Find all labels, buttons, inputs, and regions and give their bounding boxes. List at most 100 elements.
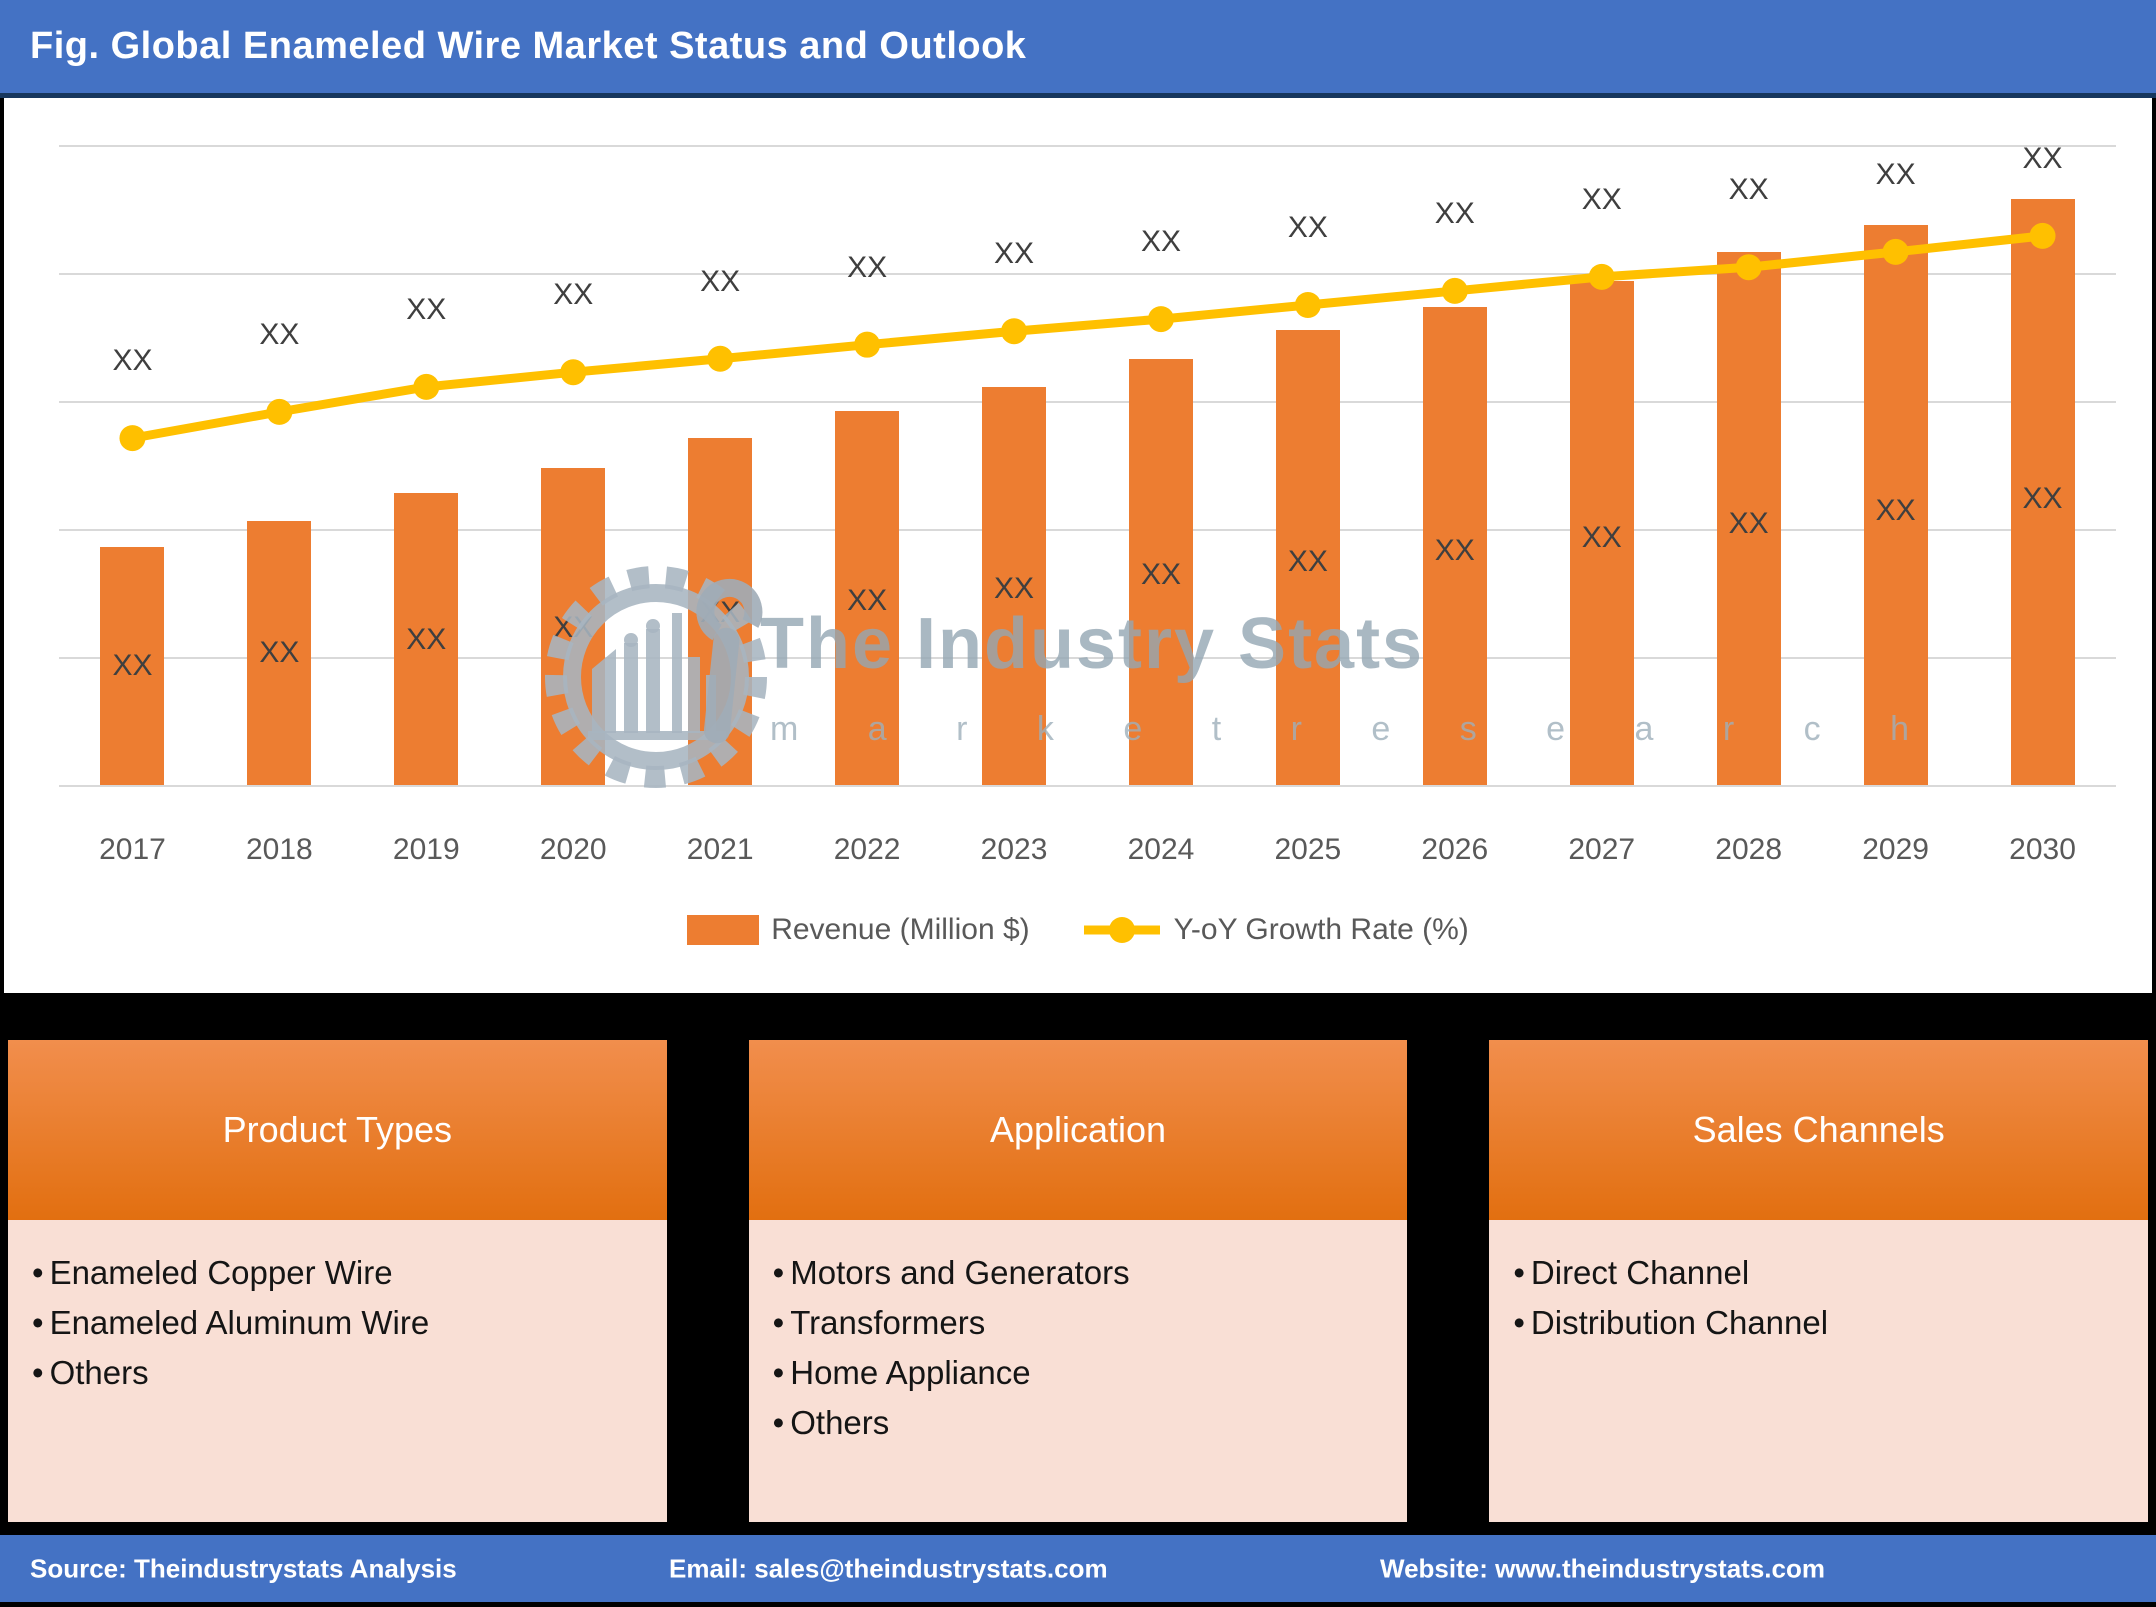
- revenue-bar: [394, 493, 459, 785]
- revenue-value-label: XX: [1287, 544, 1328, 578]
- figure-title: Fig. Global Enameled Wire Market Status …: [30, 25, 1027, 67]
- growth-point: [1147, 306, 1174, 333]
- bullet-item-label: Distribution Channel: [1530, 1304, 1829, 1341]
- growth-value-label: XX: [2022, 141, 2063, 175]
- chart-canvas: XX XX 2017 XX XX 2018 XX XX 2019 XX XX 2020 XX XX 2021…: [4, 98, 2152, 993]
- category-panels: Product Types • Enameled Copper Wire • Enam…: [0, 993, 2156, 1535]
- growth-value-label: XX: [1434, 196, 1475, 230]
- growth-value-label: XX: [700, 264, 741, 298]
- bullet-icon: •: [32, 1254, 44, 1291]
- footer-email: Email: sales@theindustrystats.com: [669, 1553, 1108, 1583]
- bullet-item: • Direct Channel: [1513, 1248, 2128, 1298]
- bullet-icon: •: [772, 1404, 785, 1441]
- bullet-item: • Others: [773, 1398, 1388, 1448]
- footer-source: Source: Theindustrystats Analysis: [30, 1553, 457, 1583]
- growth-value-label: XX: [1287, 211, 1328, 244]
- panel-application: Application • Motors and Generators • Trans…: [748, 1040, 1408, 1522]
- footer-website: Website: www.theindustrystats.com: [1380, 1553, 1825, 1583]
- year-label: 2027: [1568, 833, 1636, 866]
- panel-product-types-header: Product Types: [8, 1040, 667, 1220]
- growth-value-label: XX: [1875, 157, 1916, 191]
- growth-point: [854, 331, 881, 358]
- growth-value-label: XX: [406, 292, 447, 326]
- legend-item-revenue: Revenue (Million $): [687, 913, 1030, 947]
- bullet-icon: •: [1513, 1254, 1525, 1291]
- revenue-value-label: XX: [259, 636, 300, 670]
- bullet-icon: •: [772, 1304, 785, 1341]
- growth-line-swatch-icon: [1083, 917, 1160, 943]
- revenue-value-label: XX: [1875, 494, 1916, 528]
- bullet-item-label: Others: [49, 1354, 149, 1391]
- gridline: [59, 529, 2116, 531]
- gridline: [59, 273, 2116, 275]
- panel-title: Sales Channels: [1692, 1109, 1945, 1150]
- bullet-item: • Motors and Generators: [773, 1248, 1388, 1298]
- revenue-value-label: XX: [112, 648, 153, 682]
- chart-legend: Revenue (Million $) Y-oY Growth Rate (%): [4, 913, 2152, 947]
- bullet-icon: •: [772, 1354, 785, 1391]
- growth-value-label: XX: [553, 278, 594, 312]
- revenue-value-label: XX: [1581, 520, 1622, 554]
- growth-point: [1001, 318, 1028, 345]
- bullet-item-label: Home Appliance: [790, 1354, 1031, 1391]
- bullet-item: • Enameled Aluminum Wire: [32, 1298, 647, 1348]
- legend-item-growth: Y-oY Growth Rate (%): [1082, 913, 1469, 947]
- bullet-item: • Others: [32, 1348, 647, 1398]
- bullet-item: • Home Appliance: [773, 1348, 1388, 1398]
- revenue-bar: [982, 386, 1047, 785]
- growth-value-label: XX: [994, 237, 1035, 271]
- growth-point: [1294, 292, 1321, 318]
- bullet-item-label: Others: [790, 1404, 890, 1441]
- year-label: 2029: [1862, 833, 1929, 866]
- revenue-bar: [100, 546, 165, 785]
- bullet-item-label: Transformers: [790, 1304, 986, 1341]
- growth-value-label: XX: [1581, 182, 1622, 216]
- year-label: 2030: [2009, 833, 2076, 866]
- revenue-value-label: XX: [847, 583, 888, 617]
- bullet-icon: •: [772, 1254, 785, 1291]
- growth-value-label: XX: [259, 317, 300, 351]
- year-label: 2025: [1274, 833, 1342, 866]
- panel-product-types-list: • Enameled Copper Wire • Enameled Aluminum …: [8, 1220, 667, 1522]
- revenue-bar: [247, 520, 312, 785]
- panel-title: Application: [989, 1109, 1167, 1150]
- growth-value-label: XX: [1140, 225, 1181, 259]
- bullet-icon: •: [1513, 1304, 1525, 1341]
- bullet-item-label: Direct Channel: [1530, 1254, 1750, 1291]
- growth-point: [119, 425, 146, 452]
- year-label: 2024: [1127, 833, 1195, 866]
- revenue-value-label: XX: [1434, 533, 1475, 567]
- revenue-value-label: XX: [994, 571, 1035, 605]
- gridline: [59, 785, 2116, 787]
- bullet-item: • Transformers: [773, 1298, 1388, 1348]
- bullet-item-label: Enameled Copper Wire: [49, 1254, 393, 1291]
- growth-value-label: XX: [847, 250, 888, 284]
- growth-value-label: XX: [1728, 173, 1769, 207]
- year-label: 2020: [539, 833, 607, 866]
- revenue-value-label: XX: [700, 596, 741, 630]
- panel-sales-channels-list: • Direct Channel • Distribution Channel: [1489, 1220, 2148, 1522]
- gridline: [59, 657, 2116, 659]
- footer-bar: Source: Theindustrystats Analysis Email:…: [0, 1535, 2156, 1602]
- growth-point: [413, 373, 440, 400]
- panel-title: Product Types: [222, 1109, 453, 1150]
- bullet-item-label: Motors and Generators: [790, 1254, 1130, 1291]
- revenue-value-label: XX: [406, 622, 447, 656]
- bullet-item: • Enameled Copper Wire: [32, 1248, 647, 1298]
- year-label: 2028: [1715, 833, 1783, 866]
- legend-growth-label: Y-oY Growth Rate (%): [1173, 913, 1469, 946]
- title-bar: Fig. Global Enameled Wire Market Status …: [0, 0, 2156, 98]
- bullet-item-label: Enameled Aluminum Wire: [49, 1304, 430, 1341]
- panel-product-types: Product Types • Enameled Copper Wire • Enam…: [8, 1040, 667, 1522]
- bullet-icon: •: [32, 1304, 44, 1341]
- bullet-icon: •: [32, 1354, 44, 1391]
- growth-value-label: XX: [112, 344, 153, 378]
- legend-revenue-label: Revenue (Million $): [771, 913, 1030, 946]
- year-label: 2023: [980, 833, 1048, 866]
- gridline: [59, 145, 2116, 147]
- year-label: 2017: [99, 833, 166, 866]
- revenue-value-label: XX: [1140, 558, 1181, 592]
- year-label: 2026: [1421, 833, 1489, 866]
- year-label: 2022: [833, 833, 901, 866]
- growth-point: [707, 345, 734, 372]
